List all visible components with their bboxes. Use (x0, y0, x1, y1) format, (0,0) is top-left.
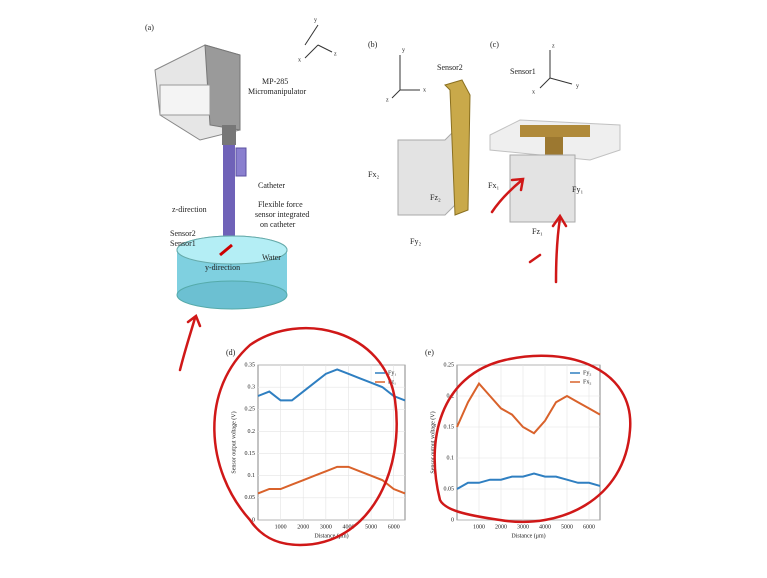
panel-label: (c) (490, 40, 499, 49)
label: sensor integrated (255, 210, 309, 219)
label: y-direction (205, 263, 240, 272)
label: Catheter (258, 181, 285, 190)
force-label: Fx₁ (488, 181, 499, 190)
label: Sensor1 (510, 67, 536, 76)
x-tick-label: 2000 (495, 524, 507, 530)
force-label: Fz₂ (430, 193, 441, 202)
y-tick-label: 0.05 (245, 495, 256, 501)
x-tick-label: 1000 (473, 524, 485, 530)
axis-letter: y (576, 83, 579, 89)
label: Water (262, 253, 281, 262)
label: Sensor1 (170, 239, 196, 248)
label: Micromanipulator (248, 87, 307, 96)
axis-letter: x (298, 57, 301, 63)
force-label: Fz₁ (532, 227, 543, 236)
y-tick-label: 0.15 (444, 424, 455, 430)
x-tick-label: 2000 (297, 524, 309, 530)
y-tick-label: 0.15 (245, 451, 256, 457)
label: MP-285 (262, 77, 288, 86)
x-tick-label: 4000 (539, 524, 551, 530)
y-tick-label: 0.3 (248, 385, 256, 391)
panel-label: (a) (145, 23, 154, 32)
y-tick-label: 0.35 (245, 362, 256, 368)
axis-letter: z (386, 97, 389, 103)
y-axis-label: Sensor output voltage (V) (230, 411, 237, 473)
axis-letter: x (532, 89, 535, 95)
label: Flexible force (258, 200, 303, 209)
axis-letter: y (402, 47, 405, 53)
legend-label: Fx₂ (583, 379, 591, 385)
force-label: Fy₂ (410, 237, 421, 246)
x-tick-label: 6000 (583, 524, 595, 530)
legend-label: Fy₁ (388, 370, 396, 376)
y-tick-label: 0.25 (444, 362, 455, 368)
y-tick-label: 0.1 (248, 473, 256, 479)
axis-letter: y (314, 17, 317, 23)
panel-label: (d) (226, 348, 236, 357)
x-axis-label: Distance (μm) (511, 532, 545, 539)
label: Sensor2 (437, 63, 463, 72)
x-tick-label: 1000 (275, 524, 287, 530)
x-tick-label: 3000 (517, 524, 529, 530)
figure: (a) y x z MP-285 Micromanipulator Cathet… (0, 0, 767, 578)
x-tick-label: 6000 (388, 524, 400, 530)
axis-letter: z (552, 43, 555, 49)
y-tick-label: 0.1 (447, 455, 455, 461)
label: Sensor2 (170, 229, 196, 238)
plot-area (457, 365, 600, 520)
y-tick-label: 0.05 (444, 486, 455, 492)
y-tick-label: 0 (451, 517, 454, 523)
x-tick-label: 5000 (561, 524, 573, 530)
panel-label: (b) (368, 40, 378, 49)
axis-letter: x (423, 87, 426, 93)
label: on catheter (260, 220, 296, 229)
x-tick-label: 5000 (365, 524, 377, 530)
label: z-direction (172, 205, 207, 214)
x-tick-label: 3000 (320, 524, 332, 530)
force-label: Fx₂ (368, 170, 379, 179)
y-tick-label: 0.2 (248, 429, 256, 435)
y-tick-label: 0.25 (245, 407, 256, 413)
force-label: Fy₁ (572, 185, 583, 194)
panel-label: (e) (425, 348, 434, 357)
legend-label: Fy₂ (583, 370, 591, 376)
axis-letter: z (334, 51, 337, 57)
